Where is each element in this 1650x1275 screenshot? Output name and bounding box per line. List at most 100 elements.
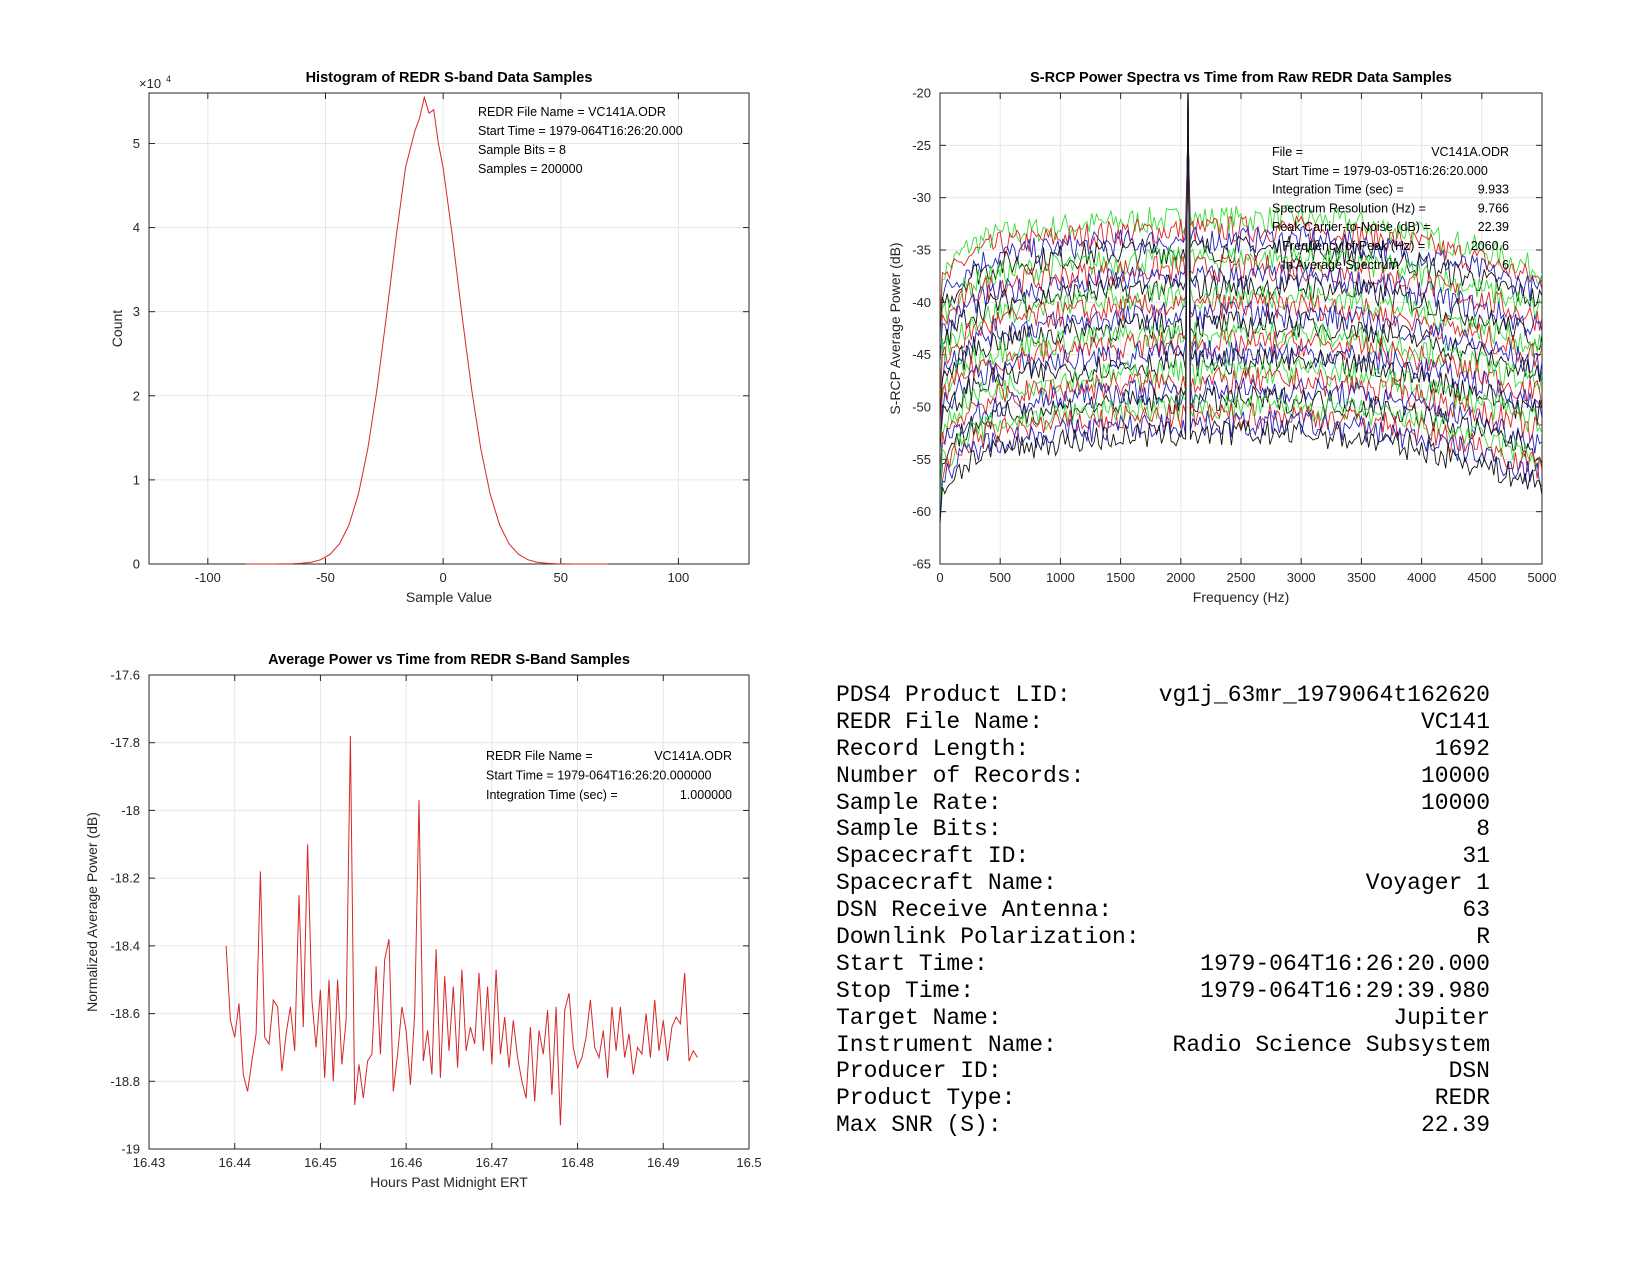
y-tick-label: 5 [133,136,140,151]
info-label: Product Type: [836,1085,1016,1112]
y-tick-label: -35 [912,243,931,258]
x-tick-label: 16.5 [736,1155,761,1170]
info-row: Start Time: 1979-064T16:26:20.000 [836,951,1490,978]
info-label: DSN Receive Antenna: [836,897,1113,924]
x-tick-label: 100 [668,570,690,585]
info-value: 1692 [1434,735,1490,762]
info-label: Stop Time: [836,977,975,1004]
annotation-label: Frequency of Peak (Hz) = [1272,239,1425,253]
y-tick-label: -17.8 [110,735,140,750]
info-row: Product Type: REDR [836,1085,1490,1112]
info-label: Record Length: [836,735,1030,762]
x-tick-label: 16.45 [304,1155,337,1170]
x-tick-label: -100 [195,570,221,585]
x-tick-label: 16.49 [647,1155,680,1170]
info-row: PDS4 Product LID: vg1j_63mr_1979064t16262… [836,682,1490,709]
annotation-value: 6 [1502,258,1509,272]
info-row: Target Name: Jupiter [836,1005,1490,1032]
x-tick-label: 1500 [1106,570,1135,585]
annotation-text: Start Time = 1979-064T16:26:20.000 [478,124,683,138]
info-label: Spacecraft Name: [836,870,1057,897]
x-tick-label: 3500 [1347,570,1376,585]
info-value: 22.39 [1420,1112,1490,1139]
y-axis-label: Normalized Average Power (dB) [84,812,100,1012]
y-tick-label: -25 [912,138,931,153]
annotation-value: 2060.6 [1471,239,1509,253]
info-label: Spacecraft ID: [836,843,1030,870]
info-value: 10000 [1420,762,1490,789]
info-label: Number of Records: [836,762,1085,789]
info-value: 10000 [1420,789,1490,816]
annotation-text: Sample Bits = 8 [478,143,566,157]
annotation-value: 22.39 [1478,220,1509,234]
info-value: VC141 [1420,708,1490,735]
info-value: 63 [1462,897,1490,924]
x-tick-label: 4000 [1407,570,1436,585]
x-axis-label: Hours Past Midnight ERT [370,1174,528,1190]
y-tick-label: -50 [912,400,931,415]
y-tick-label: -17.6 [110,668,140,683]
x-tick-label: 0 [440,570,447,585]
y-tick-label: -20 [912,86,931,101]
product-info-table: PDS4 Product LID: vg1j_63mr_1979064t16262… [836,682,1490,1139]
y-tick-label: -65 [912,557,931,572]
annotation-label: Start Time = 1979-03-05T16:26:20.000 [1272,164,1488,178]
y-tick-label: 0 [133,557,140,572]
x-tick-label: 0 [936,570,943,585]
info-value: DSN [1448,1058,1490,1085]
annotation-label: REDR File Name = [486,749,593,763]
x-tick-label: 4500 [1467,570,1496,585]
spectra-chart: 0 500 1000 1500 2000 2500 3000 3500 4000 4500 5000… [887,70,1556,605]
y-tick-label: 2 [133,388,140,403]
chart-title: S-RCP Power Spectra vs Time from Raw RED… [1030,70,1452,86]
annotation-value: VC141A.ODR [1431,145,1509,159]
x-axis-label: Sample Value [406,589,492,605]
info-label: Max SNR (S): [836,1112,1002,1139]
info-row: Max SNR (S): 22.39 [836,1112,1490,1139]
spectrum-trace [940,93,1542,445]
y-axis-label: S-RCP Average Power (dB) [887,242,903,414]
y-tick-label: -19 [121,1142,140,1157]
power-chart: 16.43 16.44 16.45 16.46 16.47 16.48 16.49 16.5 -… [84,652,762,1190]
annotation-label: Start Time = 1979-064T16:26:20.000000 [486,769,712,783]
chart-title: Histogram of REDR S-band Data Samples [306,70,593,86]
spectrum-trace [940,93,1542,517]
spectrum-trace [940,93,1542,513]
y-tick-label: -18.6 [110,1006,140,1021]
info-row: Record Length: 1692 [836,736,1490,763]
info-label: Target Name: [836,1004,1002,1031]
y-exponent-label: ×10 [139,76,161,91]
y-axis-label: Count [109,310,125,347]
info-value: 8 [1476,816,1490,843]
histogram-chart: -100 -50 0 50 100 0 1 2 3 4 5 Histogram of REDR S-b… [109,70,750,605]
info-label: Downlink Polarization: [836,924,1140,951]
spectrum-trace [940,103,1542,474]
y-tick-label: -40 [912,295,931,310]
info-row: Producer ID: DSN [836,1058,1490,1085]
x-tick-label: 500 [989,570,1011,585]
spectrum-trace [940,94,1542,483]
axes-box [148,674,750,1150]
x-tick-label: 50 [554,570,568,585]
info-value: REDR [1434,1085,1490,1112]
info-label: Start Time: [836,950,988,977]
spectrum-trace [940,130,1542,321]
x-tick-label: 16.44 [218,1155,251,1170]
info-value: 1979-064T16:29:39.980 [1200,977,1490,1004]
info-row: Spacecraft Name: Voyager 1 [836,870,1490,897]
y-tick-label: -18.8 [110,1074,140,1089]
info-value: 1979-064T16:26:20.000 [1200,950,1490,977]
x-tick-label: -50 [316,570,335,585]
annotation-label: Integration Time (sec) = [486,788,618,802]
info-row: Sample Rate: 10000 [836,790,1490,817]
info-label: Sample Rate: [836,789,1002,816]
annotation-value: 1.000000 [680,788,732,802]
y-tick-label: -18.4 [110,938,140,953]
x-tick-label: 16.47 [476,1155,509,1170]
info-value: Radio Science Subsystem [1172,1031,1490,1058]
info-value: R [1476,924,1490,951]
x-tick-label: 16.43 [133,1155,166,1170]
info-row: Stop Time: 1979-064T16:29:39.980 [836,978,1490,1005]
spectrum-trace [940,93,1542,525]
info-label: Producer ID: [836,1058,1002,1085]
